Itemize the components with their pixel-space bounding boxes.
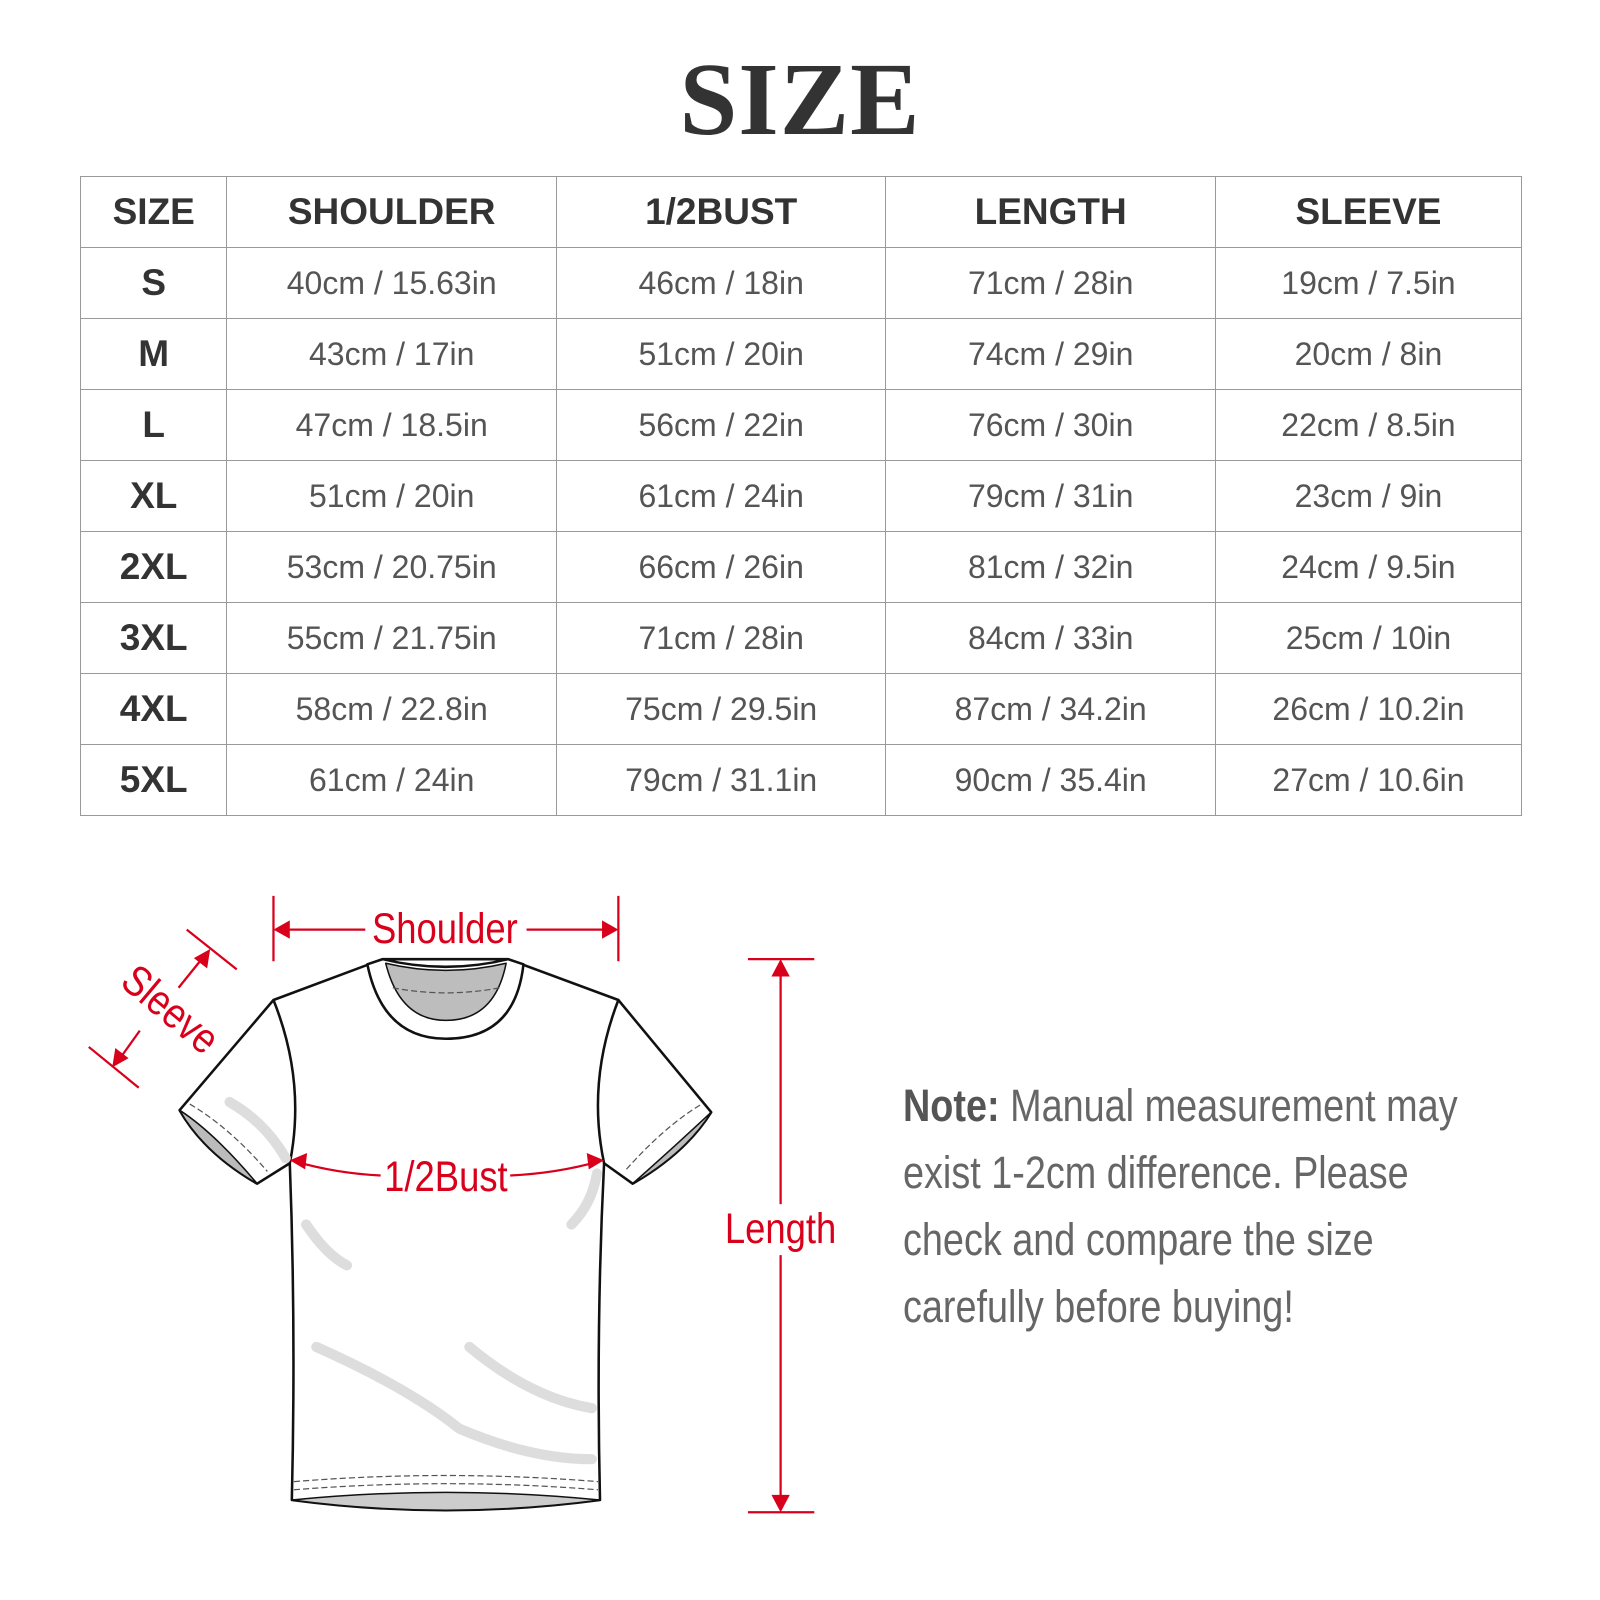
- measurement-cell: 53cm / 20.75in: [226, 531, 557, 603]
- measurement-cell: 23cm / 9in: [1214, 460, 1523, 532]
- measurement-cell: 19cm / 7.5in: [1214, 247, 1523, 319]
- measurement-cell: 75cm / 29.5in: [555, 673, 887, 745]
- table-row: 2XL 53cm / 20.75in 66cm / 26in 81cm / 32in 2…: [79, 531, 1523, 603]
- size-cell: S: [79, 247, 228, 319]
- measurement-cell: 24cm / 9.5in: [1214, 531, 1523, 603]
- measurement-cell: 46cm / 18in: [555, 247, 887, 319]
- column-header: SLEEVE: [1214, 176, 1523, 248]
- measurement-cell: 61cm / 24in: [226, 744, 557, 816]
- length-label: Length: [725, 1205, 836, 1252]
- sleeve-tick-top: [186, 928, 238, 971]
- size-cell: M: [79, 318, 228, 390]
- measurement-cell: 76cm / 30in: [885, 389, 1216, 461]
- measurement-cell: 51cm / 20in: [226, 460, 557, 532]
- note-text: Note: Manual measurement may exist 1-2cm…: [903, 1072, 1508, 1340]
- armhole-right: [596, 999, 620, 1164]
- armhole-left: [272, 999, 297, 1164]
- size-cell: XL: [79, 460, 228, 532]
- column-header: LENGTH: [885, 176, 1216, 248]
- bust-label: 1/2Bust: [384, 1153, 508, 1200]
- neck-inner: [384, 962, 507, 1022]
- column-header: 1/2BUST: [555, 176, 887, 248]
- sleeve-label: Sleeve: [112, 956, 228, 1064]
- measure-annotations: [88, 895, 815, 1514]
- measurement-cell: 79cm / 31.1in: [555, 744, 887, 816]
- measurement-cell: 71cm / 28in: [885, 247, 1216, 319]
- page-title: SIZE: [679, 42, 921, 157]
- table-row: S 40cm / 15.63in 46cm / 18in 71cm / 28in 19c…: [79, 247, 1523, 319]
- note-label: Note:: [903, 1080, 1000, 1131]
- measurement-cell: 58cm / 22.8in: [226, 673, 557, 745]
- shoulder-label: Shoulder: [372, 905, 518, 952]
- measurement-cell: 20cm / 8in: [1214, 318, 1523, 390]
- measurement-cell: 79cm / 31in: [885, 460, 1216, 532]
- note-body: Manual measurement may exist 1-2cm diffe…: [903, 1080, 1458, 1332]
- measurement-cell: 66cm / 26in: [555, 531, 887, 603]
- size-cell: 3XL: [79, 602, 228, 674]
- size-cell: 4XL: [79, 673, 228, 745]
- arrowhead-icon: [112, 948, 211, 1068]
- table-row: 4XL 58cm / 22.8in 75cm / 29.5in 87cm / 34.2…: [79, 673, 1523, 745]
- size-cell: L: [79, 389, 228, 461]
- measurement-cell: 25cm / 10in: [1214, 602, 1523, 674]
- measurement-cell: 81cm / 32in: [885, 531, 1216, 603]
- measurement-cell: 84cm / 33in: [885, 602, 1216, 674]
- measurement-cell: 56cm / 22in: [555, 389, 887, 461]
- measurement-cell: 74cm / 29in: [885, 318, 1216, 390]
- table-row: 5XL 61cm / 24in 79cm / 31.1in 90cm / 35.4in…: [79, 744, 1523, 816]
- measurement-cell: 22cm / 8.5in: [1214, 389, 1523, 461]
- measurement-cell: 90cm / 35.4in: [885, 744, 1216, 816]
- cuff-left: [178, 1109, 258, 1185]
- sleeve-tick-bottom: [88, 1046, 140, 1089]
- table-row: M 43cm / 17in 51cm / 20in 74cm / 29in 20cm /…: [79, 318, 1523, 390]
- size-table: SIZE SHOULDER 1/2BUST LENGTH SLEEVE S 40cm / …: [79, 176, 1523, 816]
- measurement-cell: 55cm / 21.75in: [226, 602, 557, 674]
- cuff-right: [631, 1111, 712, 1185]
- tshirt-illustration: [178, 957, 713, 1512]
- size-cell: 5XL: [79, 744, 228, 816]
- measurement-cell: 61cm / 24in: [555, 460, 887, 532]
- table-header-row: SIZE SHOULDER 1/2BUST LENGTH SLEEVE: [79, 176, 1523, 248]
- measurement-cell: 27cm / 10.6in: [1214, 744, 1523, 816]
- measurement-cell: 71cm / 28in: [555, 602, 887, 674]
- hem: [291, 1491, 601, 1511]
- measurement-cell: 43cm / 17in: [226, 318, 557, 390]
- table-row: 3XL 55cm / 21.75in 71cm / 28in 84cm / 33in 2…: [79, 602, 1523, 674]
- tshirt-body: [178, 957, 713, 1512]
- column-header: SIZE: [79, 176, 228, 248]
- measurement-cell: 40cm / 15.63in: [226, 247, 557, 319]
- table-row: L 47cm / 18.5in 56cm / 22in 76cm / 30in 22cm…: [79, 389, 1523, 461]
- measurement-cell: 87cm / 34.2in: [885, 673, 1216, 745]
- measurement-cell: 26cm / 10.2in: [1214, 673, 1523, 745]
- table-row: XL 51cm / 20in 61cm / 24in 79cm / 31in 23cm …: [79, 460, 1523, 532]
